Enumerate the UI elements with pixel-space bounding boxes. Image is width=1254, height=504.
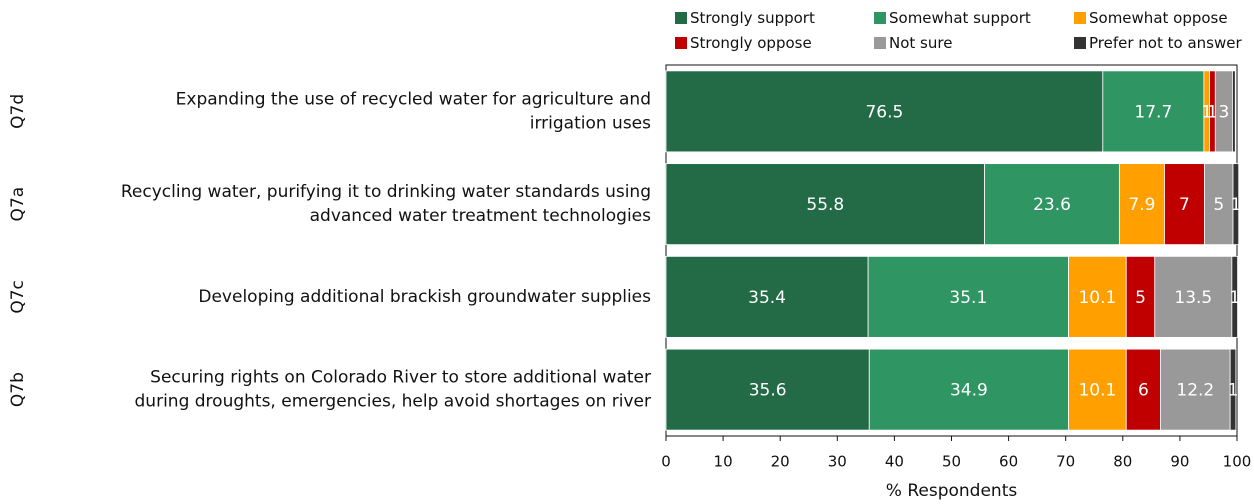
category-label-q7b-line-1: Securing rights on Colorado River to sto…	[150, 368, 651, 388]
category-code-q7a: Q7a	[8, 187, 28, 222]
legend-item-not-sure: Not sure	[874, 34, 952, 52]
x-tick-label-0: 0	[661, 453, 671, 471]
bar-segment-q7b-somewhat-oppose	[1068, 348, 1127, 431]
bar-segment-q7d-strongly-support	[665, 70, 1104, 153]
legend-swatch-prefer-not-to-answer	[1074, 37, 1086, 49]
legend-label-somewhat-support: Somewhat support	[889, 9, 1031, 27]
category-label-q7c-line-1: Developing additional brackish groundwat…	[198, 287, 651, 307]
bar-segment-q7b-strongly-oppose	[1125, 348, 1161, 431]
data-label-q7c-strongly-support: 35.4	[748, 288, 786, 308]
data-label-q7b-strongly-support: 35.6	[749, 381, 787, 401]
x-tick-label-40: 40	[885, 453, 904, 471]
legend-label-strongly-support: Strongly support	[690, 9, 815, 27]
bar-segment-q7b-prefer-not-to-answer	[1229, 348, 1237, 431]
bar-segment-q7d-somewhat-support	[1102, 70, 1205, 153]
category-label-q7a-line-2: advanced water treatment technologies	[310, 206, 652, 226]
legend-swatch-somewhat-oppose	[1074, 12, 1086, 24]
bar-segment-q7b-not-sure	[1160, 348, 1231, 431]
legend-swatch-strongly-support	[675, 12, 687, 24]
data-label-q7b-somewhat-oppose: 10.1	[1078, 381, 1116, 401]
x-tick-label-90: 90	[1170, 453, 1189, 471]
data-label-q7d-strongly-support: 76.5	[865, 102, 903, 122]
x-tick-label-30: 30	[828, 453, 847, 471]
bar-segment-q7b-somewhat-support	[868, 348, 1069, 431]
x-tick-label-20: 20	[771, 453, 790, 471]
category-code-q7d: Q7d	[8, 94, 28, 129]
legend-label-somewhat-oppose: Somewhat oppose	[1089, 9, 1228, 27]
x-tick-label-50: 50	[942, 453, 961, 471]
x-tick-label-10: 10	[714, 453, 733, 471]
bar-segment-q7c-strongly-oppose	[1125, 255, 1156, 338]
legend-item-strongly-oppose: Strongly oppose	[675, 34, 812, 52]
legend-swatch-not-sure	[874, 37, 886, 49]
bar-segment-q7a-prefer-not-to-answer	[1232, 163, 1240, 246]
category-label-q7d-line-2: irrigation uses	[530, 113, 651, 133]
x-tick-label-70: 70	[1056, 453, 1075, 471]
x-tick-label-80: 80	[1113, 453, 1132, 471]
data-label-q7d-somewhat-oppose: 1	[1201, 102, 1212, 122]
bar-segment-q7d-prefer-not-to-answer	[1232, 70, 1236, 153]
x-axis: 0 10 20 30 40 50 60 70 80 90 100 % Respondents	[661, 436, 1252, 501]
data-label-q7c-not-sure: 13.5	[1174, 288, 1212, 308]
bar-segment-q7c-somewhat-support	[867, 255, 1069, 338]
legend: Strongly support Somewhat support Somewhat…	[675, 9, 1242, 52]
category-label-q7a-line-1: Recycling water, purifying it to drinkin…	[121, 182, 651, 202]
data-label-q7c-strongly-oppose: 5	[1135, 288, 1146, 308]
data-label-q7b-not-sure: 12.2	[1176, 381, 1214, 401]
data-label-q7d-strongly-oppose: 1	[1207, 102, 1218, 122]
bar-segment-q7c-somewhat-oppose	[1068, 255, 1127, 338]
data-label-q7a-prefer-not-to-answer: 1	[1230, 195, 1241, 215]
bar-segment-q7c-prefer-not-to-answer	[1231, 255, 1238, 338]
data-label-q7b-strongly-oppose: 6	[1138, 381, 1149, 401]
bar-segment-q7a-somewhat-support	[984, 163, 1120, 246]
category-label-q7d-line-1: Expanding the use of recycled water for …	[176, 89, 651, 109]
bar-segment-q7a-strongly-support	[665, 163, 986, 246]
x-tick-label-60: 60	[999, 453, 1018, 471]
legend-item-somewhat-support: Somewhat support	[874, 9, 1031, 27]
data-label-q7a-not-sure: 5	[1213, 195, 1224, 215]
x-axis-label: % Respondents	[886, 481, 1018, 500]
data-label-q7d-not-sure: 3	[1218, 102, 1229, 122]
category-code-q7c: Q7c	[8, 280, 28, 314]
legend-label-strongly-oppose: Strongly oppose	[690, 34, 812, 52]
category-label-q7b-line-2: during droughts, emergencies, help avoid…	[135, 392, 651, 412]
category-code-q7b: Q7b	[8, 372, 28, 407]
bar-segment-q7c-not-sure	[1154, 255, 1233, 338]
data-label-q7d-somewhat-support: 17.7	[1134, 102, 1172, 122]
legend-item-prefer-not-to-answer: Prefer not to answer	[1074, 34, 1242, 52]
data-label-q7b-prefer-not-to-answer: 1	[1228, 381, 1239, 401]
bar-segment-q7a-somewhat-oppose	[1118, 163, 1165, 246]
x-tick-label-100: 100	[1223, 453, 1252, 471]
legend-item-somewhat-oppose: Somewhat oppose	[1074, 9, 1228, 27]
bar-segment-q7b-strongly-support	[665, 348, 870, 431]
data-label-q7a-somewhat-oppose: 7.9	[1128, 195, 1155, 215]
legend-swatch-somewhat-support	[874, 12, 886, 24]
data-label-q7c-somewhat-oppose: 10.1	[1078, 288, 1116, 308]
legend-swatch-strongly-oppose	[675, 37, 687, 49]
plot-area: 76.5 17.7 11 355.8 23.6 7.9 7 5 135.4 35.1 10.1 5 13…	[665, 64, 1241, 437]
data-label-q7a-somewhat-support: 23.6	[1033, 195, 1071, 215]
data-label-q7b-somewhat-support: 34.9	[950, 381, 988, 401]
category-labels: Q7d Expanding the use of recycled water f…	[8, 89, 651, 411]
legend-label-not-sure: Not sure	[889, 34, 952, 52]
data-label-q7a-strongly-oppose: 7	[1179, 195, 1190, 215]
data-label-q7c-prefer-not-to-answer: 1	[1229, 288, 1240, 308]
legend-item-strongly-support: Strongly support	[675, 9, 815, 27]
legend-label-prefer-not-to-answer: Prefer not to answer	[1089, 34, 1242, 52]
data-label-q7c-somewhat-support: 35.1	[949, 288, 987, 308]
bar-segment-q7c-strongly-support	[665, 255, 869, 338]
data-label-q7a-strongly-support: 55.8	[806, 195, 844, 215]
